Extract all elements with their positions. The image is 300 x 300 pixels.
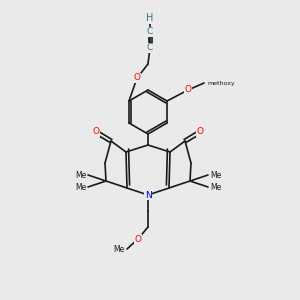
Text: Me: Me [75, 182, 86, 191]
Text: methoxy: methoxy [207, 80, 235, 86]
Text: N: N [145, 190, 152, 200]
Text: O: O [196, 128, 203, 136]
Text: Me: Me [210, 170, 221, 179]
Text: Me: Me [210, 182, 221, 191]
Text: O: O [134, 74, 140, 82]
Text: C: C [147, 44, 153, 52]
Text: O: O [134, 235, 142, 244]
Text: O: O [184, 85, 191, 94]
Text: Me: Me [114, 244, 125, 253]
Text: H: H [146, 13, 154, 23]
Text: Me: Me [75, 170, 86, 179]
Text: O: O [92, 128, 100, 136]
Text: C: C [147, 28, 153, 37]
